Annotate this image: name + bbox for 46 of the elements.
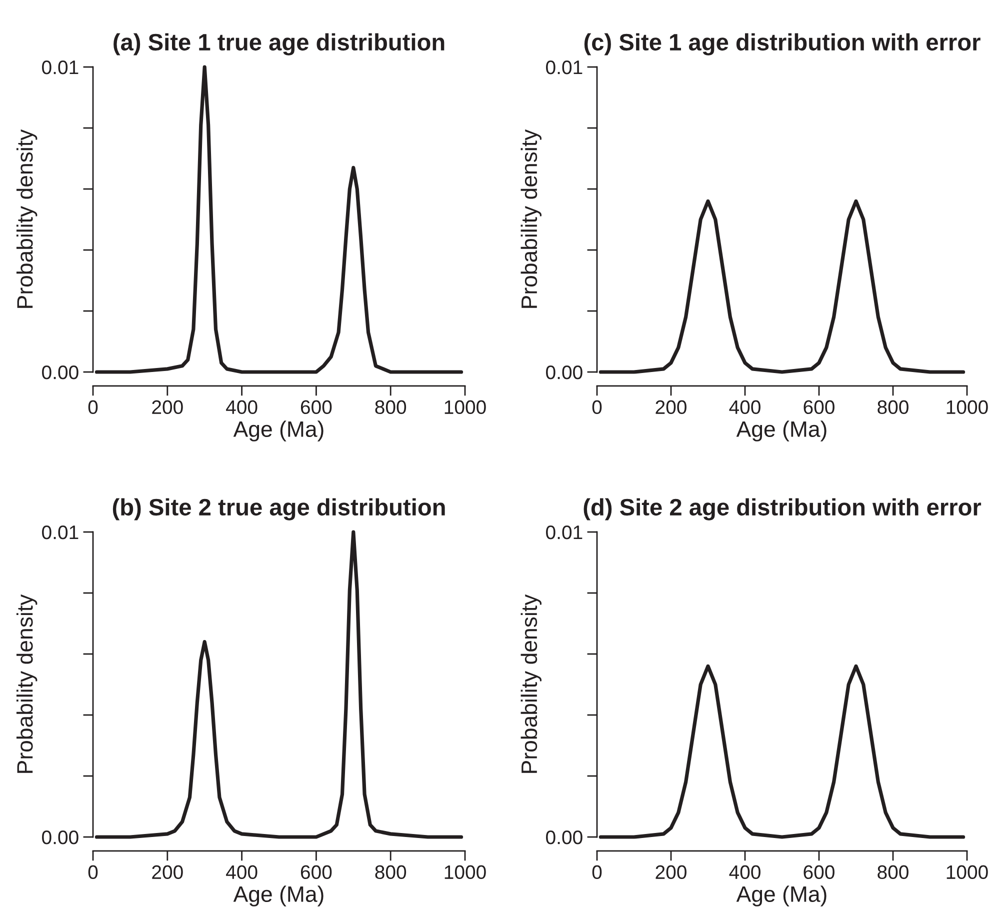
x-tick-label: 600	[804, 865, 834, 880]
x-axis-title: Age (Ma)	[233, 420, 324, 442]
y-tick-label: 0.01	[42, 60, 78, 74]
y-tick-label: 0.00	[42, 365, 78, 380]
chart-title: (b) Site 2 true age distribution	[112, 498, 445, 520]
x-tick-label: 200	[656, 865, 686, 880]
x-tick-label: 400	[729, 865, 760, 880]
chart-title: (d) Site 2 age distribution with error	[584, 498, 982, 520]
y-tick-label: 0.01	[546, 60, 582, 74]
x-tick-label: 0	[592, 865, 602, 880]
y-axis-title: Probability density	[16, 594, 38, 773]
x-tick-label: 400	[226, 400, 258, 414]
x-tick-label: 600	[300, 400, 332, 414]
chart-title: (c) Site 1 age distribution with error	[584, 33, 980, 56]
y-axis-title: Probability density	[520, 594, 542, 773]
y-tick-label: 0.00	[42, 830, 78, 844]
line-series	[94, 530, 464, 839]
x-tick-label: 400	[729, 400, 760, 414]
x-tick-label: 800	[375, 400, 406, 414]
x-axis-title: Age (Ma)	[736, 420, 826, 442]
y-axis-title: Probability density	[16, 129, 38, 308]
x-tick-label: 0	[88, 865, 98, 880]
x-axis-title: Age (Ma)	[736, 886, 826, 906]
x-tick-label: 200	[656, 400, 686, 414]
x-tick-label: 200	[152, 865, 183, 880]
x-tick-label: 800	[878, 865, 908, 880]
x-tick-label: 1000	[444, 400, 486, 414]
x-axis-title: Age (Ma)	[233, 886, 324, 906]
x-tick-label: 1000	[444, 865, 486, 880]
y-tick-label: 0.01	[546, 525, 582, 540]
x-tick-label: 400	[226, 865, 258, 880]
x-tick-label: 0	[88, 400, 98, 414]
x-tick-label: 800	[878, 400, 908, 414]
y-axis-title: Probability density	[520, 129, 542, 308]
chart-title: (a) Site 1 true age distribution	[114, 33, 444, 56]
x-tick-label: 600	[300, 865, 332, 880]
x-tick-label: 600	[804, 400, 834, 414]
x-tick-label: 0	[592, 400, 602, 414]
x-tick-label: 1000	[946, 865, 988, 880]
x-tick-label: 200	[152, 400, 183, 414]
x-tick-label: 1000	[946, 400, 988, 414]
line-series	[94, 65, 464, 374]
y-tick-label: 0.01	[42, 525, 78, 540]
x-tick-label: 800	[375, 865, 406, 880]
y-tick-label: 0.00	[546, 365, 582, 380]
y-tick-label: 0.00	[546, 830, 582, 844]
